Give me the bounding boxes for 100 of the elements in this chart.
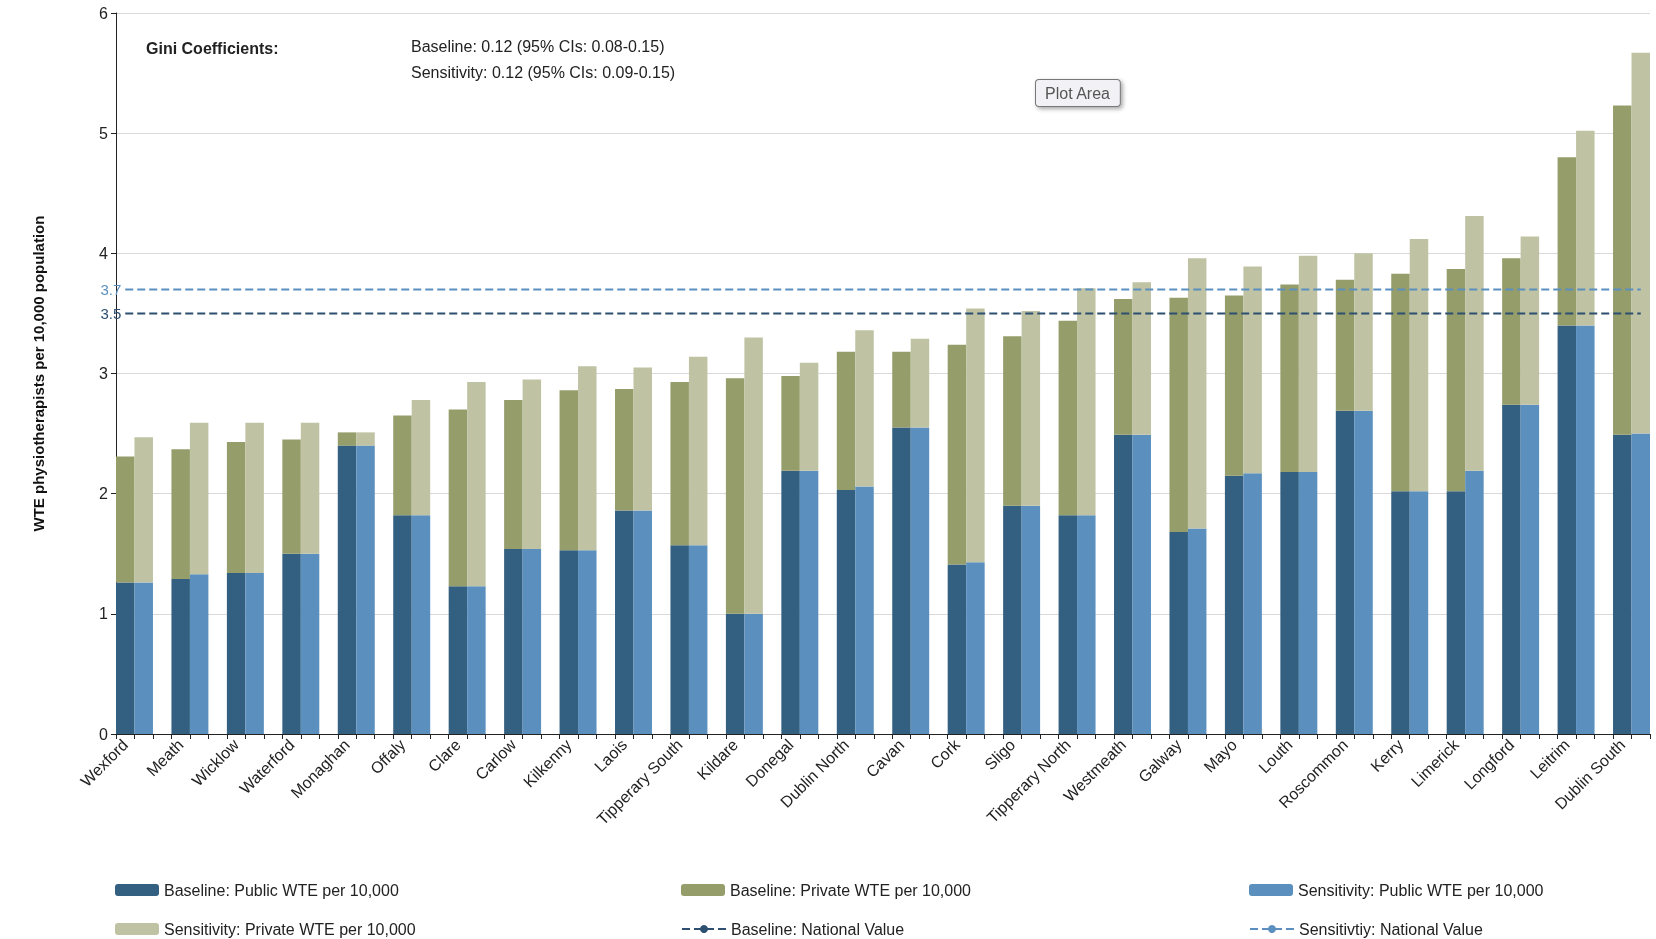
- bar: [1409, 238, 1429, 492]
- bar: [1169, 532, 1188, 734]
- bar: [1243, 473, 1262, 734]
- y-tick-label: 0: [99, 725, 109, 743]
- bar: [189, 422, 209, 575]
- bar: [855, 486, 874, 734]
- annotation: Sensitivity: 0.12 (95% CIs: 0.09-0.15): [411, 63, 676, 81]
- bar: [1576, 130, 1595, 326]
- y-tick-label: 3: [99, 365, 109, 382]
- bar: [337, 445, 357, 734]
- bar: [467, 381, 486, 587]
- bar: [411, 515, 431, 734]
- bar: [781, 375, 800, 471]
- bar: [947, 564, 967, 734]
- bar: [171, 578, 190, 734]
- y-tick-label: 6: [99, 4, 109, 22]
- bar: [947, 344, 967, 565]
- bar: [688, 545, 708, 734]
- bar: [226, 572, 246, 734]
- bar: [300, 422, 320, 554]
- bar: [1021, 505, 1041, 734]
- bar: [393, 415, 412, 516]
- bar: [1409, 491, 1429, 734]
- bar: [1169, 297, 1188, 533]
- bar: [356, 432, 375, 446]
- bar: [1335, 279, 1355, 411]
- bar: [282, 439, 301, 554]
- bar: [1520, 236, 1540, 405]
- bar: [1520, 404, 1540, 734]
- bar: [1502, 404, 1521, 734]
- bar: [1298, 472, 1318, 734]
- bar: [1465, 216, 1484, 471]
- y-tick-label: 5: [99, 124, 109, 142]
- bar: [1446, 491, 1466, 734]
- bar: [1391, 491, 1410, 734]
- bar: [559, 390, 579, 551]
- annotation: Gini Coefficients:: [146, 39, 279, 57]
- bar: [1132, 282, 1151, 435]
- bar: [356, 445, 375, 734]
- bar: [1021, 311, 1041, 506]
- bar: [910, 427, 930, 734]
- bar: [578, 366, 597, 551]
- bar: [1187, 258, 1207, 529]
- bar: [836, 490, 856, 734]
- bar: [1557, 325, 1577, 734]
- bar: [836, 351, 856, 491]
- bar: [1557, 157, 1577, 326]
- bar: [744, 337, 763, 614]
- y-tick-label: 4: [99, 244, 109, 262]
- bar: [1003, 505, 1022, 734]
- bar: [615, 389, 634, 511]
- bar: [615, 510, 634, 734]
- bar: [725, 613, 745, 734]
- bar: [1114, 299, 1133, 435]
- bar: [282, 553, 301, 734]
- bar: [116, 582, 135, 734]
- bar: [300, 553, 320, 734]
- bar: [522, 548, 542, 734]
- bar: [966, 562, 985, 734]
- annotation: Plot Area: [1045, 84, 1111, 102]
- bar: [134, 437, 153, 583]
- bar: [1077, 515, 1096, 734]
- bar: [1132, 434, 1151, 734]
- bar: [1114, 434, 1133, 734]
- bar: [1631, 52, 1650, 434]
- bar: [1354, 410, 1373, 734]
- bar: [1335, 410, 1355, 734]
- bar: [411, 399, 431, 516]
- bar: [781, 470, 800, 734]
- legend-label: Sensitivity: Private WTE per 10,000: [164, 920, 416, 938]
- bar: [245, 422, 264, 573]
- bar: [504, 399, 523, 549]
- bar: [393, 515, 412, 734]
- bar: [448, 586, 468, 734]
- bar: [1280, 284, 1299, 473]
- bar: [504, 548, 523, 734]
- bar: [855, 330, 874, 487]
- bar: [1280, 472, 1299, 734]
- bar: [522, 379, 542, 549]
- bar: [1187, 528, 1207, 734]
- bar: [1576, 325, 1595, 734]
- bar: [337, 432, 357, 446]
- bar: [1613, 434, 1632, 734]
- legend-label: Sensitivtiy: National Value: [1299, 920, 1483, 938]
- bar: [633, 367, 652, 511]
- bar: [448, 409, 468, 587]
- legend-label: Sensitivity: Public WTE per 10,000: [1298, 881, 1544, 899]
- bar: [1224, 475, 1244, 734]
- legend-label: Baseline: Public WTE per 10,000: [164, 881, 399, 899]
- bar: [744, 613, 763, 734]
- bar: [1446, 268, 1466, 492]
- bar: [134, 582, 153, 734]
- bar: [1003, 336, 1022, 506]
- bar: [1243, 266, 1262, 474]
- bar: [670, 545, 689, 734]
- legend-label: Baseline: Private WTE per 10,000: [730, 881, 972, 899]
- bar: [1077, 288, 1096, 516]
- bar: [1224, 295, 1244, 476]
- y-tick-label: 2: [99, 485, 109, 503]
- bar: [559, 550, 579, 734]
